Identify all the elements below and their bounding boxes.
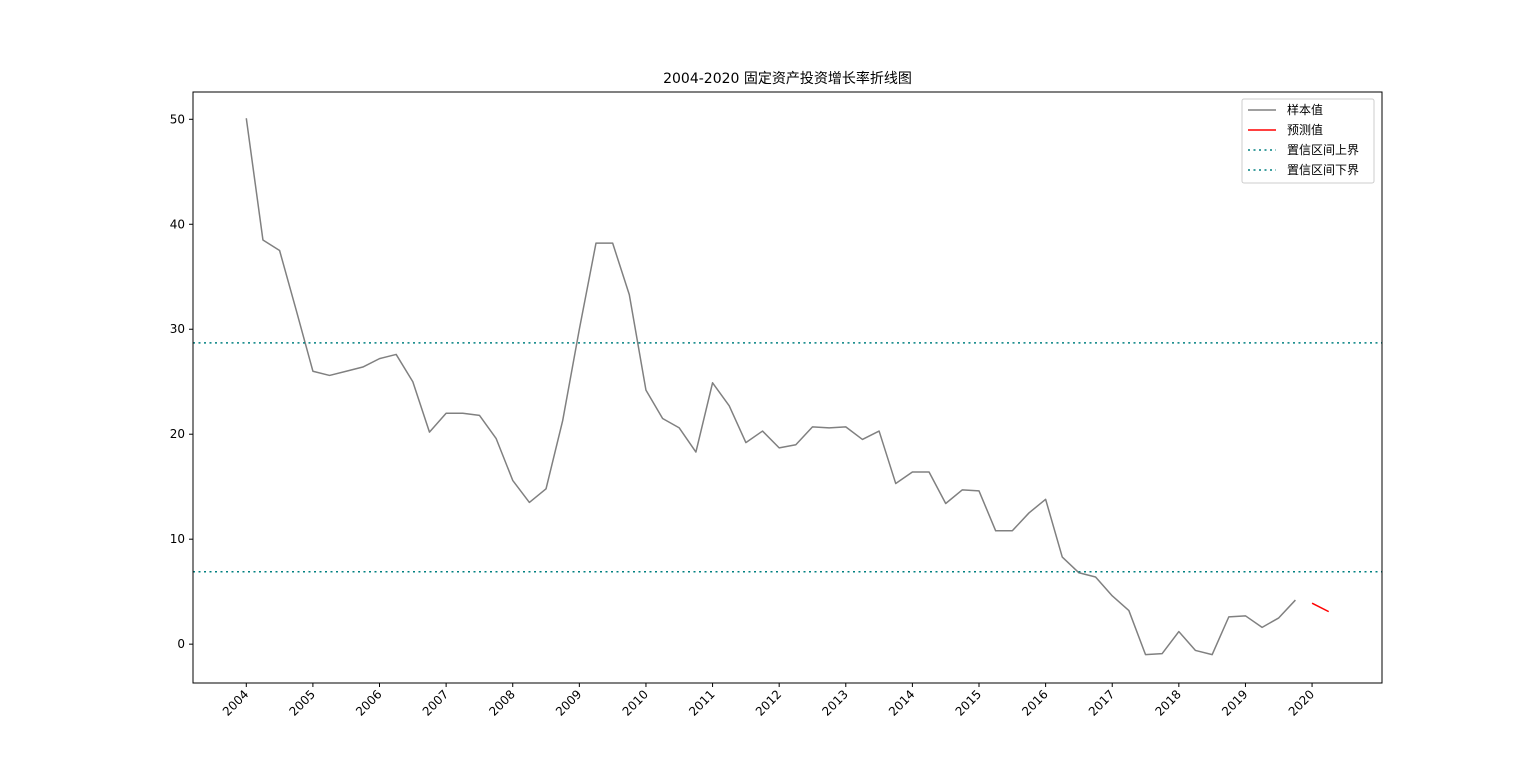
chart-title: 2004-2020 固定资产投资增长率折线图 [663, 70, 912, 87]
x-tick-label: 2015 [953, 687, 984, 718]
y-tick-label: 40 [170, 217, 185, 231]
x-tick-label: 2004 [220, 687, 251, 718]
x-tick-label: 2014 [886, 687, 917, 718]
y-tick-label: 30 [170, 322, 185, 336]
x-tick-label: 2020 [1286, 687, 1317, 718]
y-tick-label: 0 [177, 637, 185, 651]
legend-label: 预测值 [1287, 122, 1323, 137]
x-tick-label: 2005 [287, 687, 318, 718]
line-series-0 [245, 118, 1296, 656]
x-tick-label: 2011 [686, 687, 717, 718]
x-tick-label: 2018 [1152, 687, 1183, 718]
axes: 2004 2005 2006 2007 2008 2009 2010 2011 2012 2013… [170, 91, 1383, 719]
x-tick-label: 2019 [1219, 687, 1250, 718]
x-tick-label: 2008 [486, 687, 517, 718]
y-tick-label: 10 [170, 532, 185, 546]
x-tick-label: 2017 [1086, 687, 1117, 718]
legend-label: 置信区间下界 [1287, 163, 1359, 177]
line-series-1 [1311, 602, 1330, 613]
y-tick-label: 50 [170, 112, 185, 126]
legend-box [1241, 98, 1375, 184]
plot-frame [192, 91, 1383, 684]
x-tick-label: 2016 [1019, 687, 1050, 718]
legend-label: 样本值 [1287, 102, 1323, 117]
y-tick-label: 20 [170, 427, 185, 441]
plot-area [193, 118, 1382, 656]
x-tick-label: 2012 [753, 687, 784, 718]
x-tick-label: 2010 [620, 687, 651, 718]
x-tick-label: 2009 [553, 687, 584, 718]
legend-label: 置信区间上界 [1287, 143, 1359, 157]
x-tick-label: 2006 [353, 687, 384, 718]
x-tick-label: 2013 [819, 687, 850, 718]
x-tick-label: 2007 [420, 687, 451, 718]
